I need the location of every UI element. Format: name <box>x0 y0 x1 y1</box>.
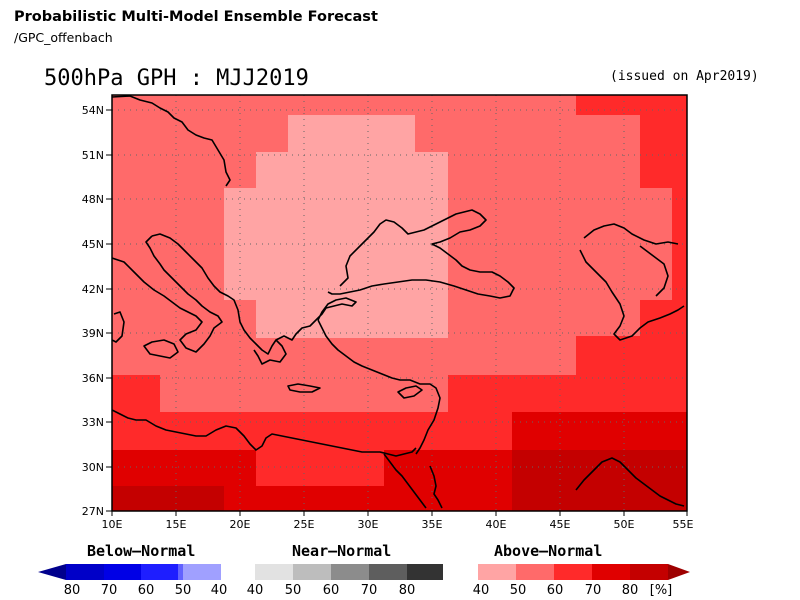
region-above-60-east <box>640 300 687 340</box>
legend-label: 50 <box>510 583 527 598</box>
legend-above-normal: 40 50 60 70 80 [%] <box>473 564 690 598</box>
coast-sardinia <box>112 311 125 343</box>
legend-unit: [%] <box>650 583 673 598</box>
legend-swatch <box>592 564 630 580</box>
model-source: /GPC_offenbach <box>14 30 113 45</box>
legend-label: 50 <box>175 583 192 598</box>
map-frame <box>111 94 688 512</box>
lon-tick-label: 10E <box>102 518 123 531</box>
coast-caspian <box>579 223 685 341</box>
coast-black-sea <box>327 209 515 299</box>
legend-label: 60 <box>547 583 564 598</box>
legend-label: 40 <box>473 583 490 598</box>
legend-label: 40 <box>247 583 264 598</box>
legend-swatch <box>293 564 331 580</box>
region-above-60-east <box>672 188 687 300</box>
coast-aegean <box>275 297 441 455</box>
legend-label: 40 <box>211 583 228 598</box>
lat-tick-label: 51N <box>82 149 104 162</box>
lat-tick-label: 54N <box>82 104 104 117</box>
legend-swatch <box>183 564 221 580</box>
legend-swatch <box>554 564 592 580</box>
legend-label: 60 <box>138 583 155 598</box>
lat-tick-label: 45N <box>82 238 104 251</box>
legend-label: 70 <box>101 583 118 598</box>
region-above-60-east <box>640 95 687 188</box>
legend-swatch <box>141 564 178 580</box>
legend-title-above: Above–Normal <box>494 542 603 560</box>
coast-italy <box>112 95 231 353</box>
legend-label: 70 <box>585 583 602 598</box>
coast-sicily <box>143 339 179 359</box>
region-above-80 <box>512 450 687 511</box>
legend-title-below: Below–Normal <box>87 542 196 560</box>
region-above-40 <box>288 115 415 155</box>
legend-swatch <box>516 564 554 580</box>
legend-label: 70 <box>361 583 378 598</box>
coast-red-sea <box>383 453 443 509</box>
chart-title: Probabilistic Multi-Model Ensemble Forec… <box>14 9 378 25</box>
legend-swatch <box>630 564 668 580</box>
lon-axis: 10E 15E 20E 25E 30E 35E 40E 45E 50E 55E <box>102 511 694 531</box>
coast-north-africa <box>112 409 417 457</box>
lon-tick-label: 20E <box>230 518 251 531</box>
lon-tick-label: 30E <box>358 518 379 531</box>
legend-swatch <box>255 564 293 580</box>
lon-tick-label: 45E <box>550 518 571 531</box>
variable-period-title: 500hPa GPH : MJJ2019 <box>44 66 309 91</box>
probability-field <box>112 95 687 511</box>
lat-axis: 27N 30N 33N 36N 39N 42N 45N 48N 51N 54N <box>82 104 112 518</box>
legend-title-near: Near–Normal <box>292 542 392 560</box>
legend-above-arrow <box>668 564 690 580</box>
region-above-40 <box>224 188 448 300</box>
legend-below-arrow <box>38 564 66 580</box>
lat-tick-label: 48N <box>82 193 104 206</box>
coast-adriatic-balkans <box>151 233 287 365</box>
region-above-80 <box>112 486 224 511</box>
legend-label: 80 <box>622 583 639 598</box>
issue-date: (issued on Apr2019) <box>610 69 759 84</box>
lat-tick-label: 33N <box>82 416 104 429</box>
legend-label: 60 <box>323 583 340 598</box>
legend-swatch <box>331 564 369 580</box>
legend-swatch <box>369 564 407 580</box>
lat-tick-label: 27N <box>82 505 104 518</box>
lat-tick-label: 42N <box>82 283 104 296</box>
lat-tick-label: 39N <box>82 327 104 340</box>
coast-persian-gulf <box>575 457 685 507</box>
coast-cyprus <box>397 385 423 399</box>
lon-tick-label: 55E <box>673 518 694 531</box>
legend-near-normal: 40 50 60 70 80 <box>247 564 443 598</box>
lat-tick-label: 36N <box>82 372 104 385</box>
lon-tick-label: 15E <box>166 518 187 531</box>
legend-swatch <box>66 564 104 580</box>
lon-tick-label: 50E <box>614 518 635 531</box>
legend-swatch <box>407 564 443 580</box>
legend-swatch <box>104 564 141 580</box>
region-above-70 <box>256 486 384 511</box>
lat-tick-label: 30N <box>82 461 104 474</box>
lon-tick-label: 40E <box>486 518 507 531</box>
coast-crete <box>287 383 321 393</box>
lon-tick-label: 35E <box>422 518 443 531</box>
coastlines <box>112 95 685 509</box>
legend-label: 50 <box>285 583 302 598</box>
legend-label: 80 <box>64 583 81 598</box>
legend-swatch <box>478 564 516 580</box>
region-above-40 <box>256 152 448 192</box>
legend-label: 80 <box>399 583 416 598</box>
legend-below-normal: 80 70 60 50 40 <box>38 564 227 598</box>
lon-tick-label: 25E <box>294 518 315 531</box>
